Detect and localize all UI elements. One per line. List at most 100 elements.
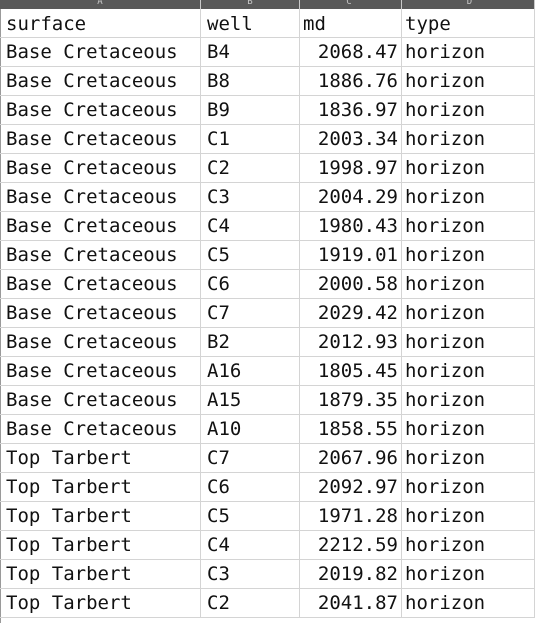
cell-type[interactable]: horizon — [402, 357, 535, 386]
cell-md[interactable]: 2041.87 — [300, 589, 402, 618]
table-row: Top Tarbert C4 2212.59 horizon — [0, 531, 535, 560]
table-row: Top Tarbert C6 2092.97 horizon — [0, 473, 535, 502]
cell-well[interactable]: C4 — [201, 531, 300, 560]
cell-type[interactable]: horizon — [402, 589, 535, 618]
cell-type[interactable]: horizon — [402, 386, 535, 415]
cell-md[interactable]: 2029.42 — [300, 299, 402, 328]
cell-type[interactable]: horizon — [402, 328, 535, 357]
cell-well[interactable]: C6 — [201, 473, 300, 502]
cell-md[interactable]: 2012.93 — [300, 328, 402, 357]
cell-type[interactable]: horizon — [402, 67, 535, 96]
cell-type[interactable]: horizon — [402, 444, 535, 473]
cell-type[interactable]: horizon — [402, 241, 535, 270]
cell-surface[interactable]: Base Cretaceous — [0, 183, 201, 212]
cell-well[interactable]: C3 — [201, 183, 300, 212]
cell-well[interactable]: A15 — [201, 386, 300, 415]
cell-surface[interactable]: Base Cretaceous — [0, 415, 201, 444]
header-cell-surface[interactable]: surface — [0, 9, 201, 38]
cell-type[interactable]: horizon — [402, 270, 535, 299]
cell-well[interactable]: B8 — [201, 67, 300, 96]
cell-surface[interactable]: Top Tarbert — [0, 502, 201, 531]
cell-md[interactable]: 1879.35 — [300, 386, 402, 415]
table-row: Base Cretaceous C5 1919.01 horizon — [0, 241, 535, 270]
cell-md[interactable]: 1836.97 — [300, 96, 402, 125]
cell-surface[interactable]: Top Tarbert — [0, 444, 201, 473]
cell-surface[interactable]: Base Cretaceous — [0, 67, 201, 96]
cell-type[interactable]: horizon — [402, 531, 535, 560]
cell-type[interactable]: horizon — [402, 415, 535, 444]
cell-well[interactable]: A16 — [201, 357, 300, 386]
cell-surface[interactable]: Base Cretaceous — [0, 154, 201, 183]
cell-surface[interactable]: Base Cretaceous — [0, 357, 201, 386]
cell-well[interactable]: B9 — [201, 96, 300, 125]
cell-surface[interactable]: Base Cretaceous — [0, 241, 201, 270]
cell-surface[interactable]: Top Tarbert — [0, 589, 201, 618]
table-row: Base Cretaceous A10 1858.55 horizon — [0, 415, 535, 444]
table-row: Top Tarbert C7 2067.96 horizon — [0, 444, 535, 473]
cell-surface[interactable]: Top Tarbert — [0, 473, 201, 502]
cell-well[interactable]: C2 — [201, 589, 300, 618]
cell-type[interactable]: horizon — [402, 560, 535, 589]
cell-surface[interactable]: Base Cretaceous — [0, 38, 201, 67]
cell-surface[interactable]: Base Cretaceous — [0, 299, 201, 328]
header-cell-type[interactable]: type — [402, 9, 535, 38]
cell-well[interactable]: C7 — [201, 299, 300, 328]
cell-well[interactable]: B4 — [201, 38, 300, 67]
table-row: Base Cretaceous C3 2004.29 horizon — [0, 183, 535, 212]
cell-type[interactable]: horizon — [402, 473, 535, 502]
cell-surface[interactable]: Base Cretaceous — [0, 125, 201, 154]
cell-md[interactable]: 1858.55 — [300, 415, 402, 444]
cell-surface[interactable]: Base Cretaceous — [0, 386, 201, 415]
table-row: Base Cretaceous B8 1886.76 horizon — [0, 67, 535, 96]
column-header-c[interactable]: C — [300, 0, 402, 9]
table-row: Base Cretaceous C6 2000.58 horizon — [0, 270, 535, 299]
cell-type[interactable]: horizon — [402, 154, 535, 183]
cell-md[interactable]: 2092.97 — [300, 473, 402, 502]
cell-md[interactable]: 2067.96 — [300, 444, 402, 473]
cell-surface[interactable]: Base Cretaceous — [0, 212, 201, 241]
table-row: Base Cretaceous C1 2003.34 horizon — [0, 125, 535, 154]
cell-type[interactable]: horizon — [402, 299, 535, 328]
column-header-a[interactable]: A — [0, 0, 201, 9]
cell-well[interactable]: C5 — [201, 241, 300, 270]
cell-type[interactable]: horizon — [402, 502, 535, 531]
header-cell-well[interactable]: well — [201, 9, 300, 38]
cell-md[interactable]: 1805.45 — [300, 357, 402, 386]
cell-type[interactable]: horizon — [402, 38, 535, 67]
cell-type[interactable]: horizon — [402, 212, 535, 241]
cell-md[interactable]: 1998.97 — [300, 154, 402, 183]
sheet-left-edge — [0, 9, 1, 623]
cell-surface[interactable]: Top Tarbert — [0, 560, 201, 589]
cell-md[interactable]: 1980.43 — [300, 212, 402, 241]
table-row: Base Cretaceous B4 2068.47 horizon — [0, 38, 535, 67]
cell-surface[interactable]: Base Cretaceous — [0, 96, 201, 125]
cell-md[interactable]: 2000.58 — [300, 270, 402, 299]
column-header-bar: A B C D — [0, 0, 535, 9]
cell-surface[interactable]: Top Tarbert — [0, 531, 201, 560]
cell-md[interactable]: 2019.82 — [300, 560, 402, 589]
cell-md[interactable]: 2068.47 — [300, 38, 402, 67]
cell-well[interactable]: C7 — [201, 444, 300, 473]
cell-md[interactable]: 1886.76 — [300, 67, 402, 96]
cell-surface[interactable]: Base Cretaceous — [0, 328, 201, 357]
cell-md[interactable]: 1919.01 — [300, 241, 402, 270]
cell-well[interactable]: C3 — [201, 560, 300, 589]
cell-well[interactable]: A10 — [201, 415, 300, 444]
cell-well[interactable]: C6 — [201, 270, 300, 299]
cell-md[interactable]: 2003.34 — [300, 125, 402, 154]
cell-well[interactable]: C2 — [201, 154, 300, 183]
cell-md[interactable]: 2004.29 — [300, 183, 402, 212]
cell-md[interactable]: 2212.59 — [300, 531, 402, 560]
cell-well[interactable]: B2 — [201, 328, 300, 357]
cell-type[interactable]: horizon — [402, 183, 535, 212]
cell-type[interactable]: horizon — [402, 96, 535, 125]
cell-well[interactable]: C1 — [201, 125, 300, 154]
cell-md[interactable]: 1971.28 — [300, 502, 402, 531]
column-header-b[interactable]: B — [201, 0, 300, 9]
column-header-d[interactable]: D — [402, 0, 535, 9]
cell-well[interactable]: C5 — [201, 502, 300, 531]
cell-well[interactable]: C4 — [201, 212, 300, 241]
cell-type[interactable]: horizon — [402, 125, 535, 154]
header-cell-md[interactable]: md — [300, 9, 402, 38]
cell-surface[interactable]: Base Cretaceous — [0, 270, 201, 299]
